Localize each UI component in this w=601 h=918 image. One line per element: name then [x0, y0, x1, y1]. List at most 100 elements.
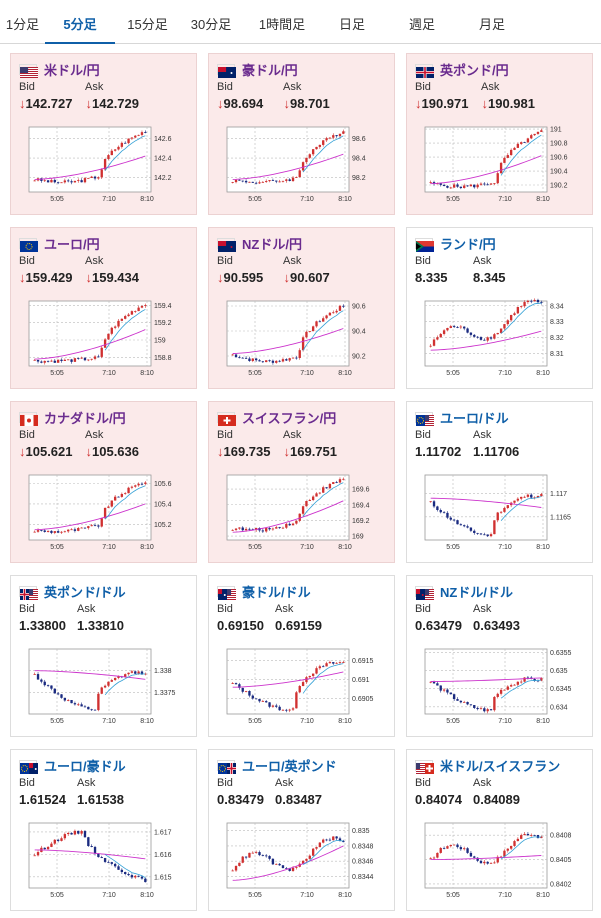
x-tick-label: 5:05 — [446, 718, 460, 725]
candle-down — [70, 181, 73, 183]
candle-down — [53, 179, 56, 183]
x-tick-label: 7:10 — [300, 892, 314, 899]
y-tick-label: 1.117 — [550, 491, 567, 498]
rate-card[interactable]: NZドル/円 Bid Ask ↓90.595 ↓90.607 90.6 90.4 90.… — [208, 227, 395, 389]
tab-monthly[interactable]: 月足 — [478, 17, 505, 32]
tab-15min[interactable]: 15分足 — [127, 17, 168, 32]
candle-down — [476, 857, 479, 861]
tab-weekly[interactable]: 週足 — [408, 17, 435, 32]
candlestick-chart[interactable]: 1.338 1.3375 5:05 7:10 8:10 — [19, 644, 187, 734]
rate-card[interactable]: 英ポンド/ドル Bid Ask 1.33800 1.33810 1.338 1.337… — [10, 575, 197, 737]
rate-card[interactable]: スイスフラン/円 Bid Ask ↓169.735 ↓169.751 169.6 16… — [208, 401, 395, 563]
candlestick-chart[interactable]: 0.835 0.8348 0.8346 0.8344 5:05 7:10 8:10 — [217, 818, 385, 908]
pair-name[interactable]: ランド/円 — [440, 237, 496, 252]
candlestick-chart[interactable]: 191 190.8 190.6 190.4 190.2 5:05 7:10 8:10 — [415, 122, 583, 212]
ask-label: Ask — [473, 603, 492, 615]
candlestick-chart[interactable]: 98.6 98.4 98.2 5:05 7:10 8:10 — [217, 122, 385, 212]
candlestick-chart[interactable]: 159.4 159.2 159 158.8 5:05 7:10 8:10 — [19, 296, 187, 386]
pair-name[interactable]: NZドル/ドル — [440, 585, 513, 600]
candle-down — [46, 685, 50, 686]
rate-card[interactable]: ユーロ/円 Bid Ask ↓159.429 ↓159.434 159.4 159.2… — [10, 227, 197, 389]
pair-name[interactable]: ユーロ/円 — [44, 237, 100, 252]
candle-down — [526, 677, 530, 679]
candle-down — [56, 531, 60, 533]
candle-down — [335, 482, 338, 483]
rate-card[interactable]: NZドル/ドル Bid Ask 0.63479 0.63493 0.6355 0.63… — [406, 575, 593, 737]
rate-card[interactable]: 豪ドル/ドル Bid Ask 0.69150 0.69159 0.6915 0.691… — [208, 575, 395, 737]
candlestick-chart[interactable]: 0.6915 0.691 0.6905 5:05 7:10 8:10 — [217, 644, 385, 734]
rate-card[interactable]: 豪ドル/円 Bid Ask ↓98.694 ↓98.701 98.6 98.4 98.2… — [208, 53, 395, 215]
rate-card[interactable]: ユーロ/豪ドル Bid Ask 1.61524 1.61538 1.617 1.616… — [10, 749, 197, 911]
rate-card[interactable]: ユーロ/英ポンド Bid Ask 0.83479 0.83487 0.835 0.83… — [208, 749, 395, 911]
ch-flag-icon — [217, 412, 236, 426]
candle-down — [530, 494, 533, 498]
pair-name[interactable]: 英ポンド/ドル — [44, 585, 126, 600]
rate-card[interactable]: 米ドル/スイスフラン Bid Ask 0.84074 0.84089 0.8408 0… — [406, 749, 593, 911]
rate-card[interactable]: カナダドル/円 Bid Ask ↓105.621 ↓105.636 105.6 105… — [10, 401, 197, 563]
rate-card[interactable]: 英ポンド/円 Bid Ask ↓190.971 ↓190.981 191 190.8 1… — [406, 53, 593, 215]
candlestick-chart[interactable]: 8.34 8.33 8.32 8.31 5:05 7:10 8:10 — [415, 296, 583, 386]
pair-name[interactable]: ユーロ/英ポンド — [242, 759, 337, 774]
tab-1min[interactable]: 1分足 — [5, 17, 40, 32]
pair-name[interactable]: ユーロ/ドル — [440, 411, 509, 426]
candle-up — [80, 831, 83, 834]
candle-up — [298, 686, 301, 693]
pair-name[interactable]: カナダドル/円 — [44, 411, 126, 426]
pair-name[interactable]: スイスフラン/円 — [242, 411, 337, 426]
y-tick-label: 1.338 — [154, 668, 172, 675]
candle-down — [530, 300, 533, 302]
candle-up — [271, 705, 275, 707]
candle-down — [36, 674, 40, 680]
candle-down — [53, 688, 56, 694]
price-values: ↓90.595 ↓90.607 — [217, 270, 330, 285]
candle-up — [318, 144, 322, 147]
candle-up — [496, 693, 499, 697]
candle-up — [483, 861, 486, 864]
candlestick-chart[interactable]: 1.617 1.616 1.615 5:05 7:10 8:10 — [19, 818, 187, 908]
candle-up — [506, 686, 509, 690]
candle-down — [342, 840, 345, 843]
candle-down — [489, 337, 493, 339]
candle-up — [275, 360, 278, 363]
price-values: ↓190.971 ↓190.981 — [415, 96, 535, 111]
short-moving-average-line — [104, 309, 146, 351]
pair-name[interactable]: 豪ドル/円 — [242, 63, 298, 78]
rate-card[interactable]: ユーロ/ドル Bid Ask 1.11702 1.11706 1.117 1.1165… — [406, 401, 593, 563]
candle-up — [231, 683, 234, 684]
candlestick-chart[interactable]: 0.8408 0.8405 0.8402 5:05 7:10 8:10 — [415, 818, 583, 908]
price-values: ↓98.694 ↓98.701 — [217, 96, 330, 111]
candle-down — [452, 326, 456, 328]
y-tick-label: 0.6345 — [550, 686, 572, 693]
moving-average-line — [34, 670, 146, 680]
short-moving-average-line — [104, 673, 146, 696]
candlestick-chart[interactable]: 105.6 105.4 105.2 5:05 7:10 8:10 — [19, 470, 187, 560]
pair-name[interactable]: NZドル/円 — [242, 237, 302, 252]
pair-name[interactable]: 英ポンド/円 — [440, 63, 509, 78]
candle-up — [308, 855, 311, 859]
rate-card[interactable]: ランド/円 Bid Ask 8.335 8.345 8.34 8.33 8.32 8.31… — [406, 227, 593, 389]
candlestick-chart[interactable]: 1.117 1.1165 5:05 7:10 8:10 — [415, 470, 583, 560]
pair-name[interactable]: ユーロ/豪ドル — [44, 759, 126, 774]
candle-down — [261, 530, 265, 532]
tab-1hour[interactable]: 1時間足 — [258, 17, 306, 32]
pair-name[interactable]: 米ドル/スイスフラン — [440, 759, 561, 774]
tab-5min[interactable]: 5分足 — [45, 0, 115, 44]
pair-name[interactable]: 豪ドル/ドル — [242, 585, 311, 600]
candle-up — [503, 324, 506, 329]
candle-up — [540, 494, 543, 496]
candlestick-chart[interactable]: 0.6355 0.635 0.6345 0.634 5:05 7:10 8:10 — [415, 644, 583, 734]
candle-down — [90, 709, 93, 711]
candle-up — [33, 674, 36, 675]
pair-name[interactable]: 米ドル/円 — [44, 63, 100, 78]
plot-area — [28, 822, 152, 889]
candlestick-chart[interactable]: 169.6 169.4 169.2 169 5:05 7:10 8:10 — [217, 470, 385, 560]
tab-daily[interactable]: 日足 — [338, 17, 365, 32]
y-tick-label: 105.4 — [154, 501, 172, 508]
candlestick-chart[interactable]: 142.6 142.4 142.2 5:05 7:10 8:10 — [19, 122, 187, 212]
plot-area — [226, 648, 350, 715]
candle-up — [56, 359, 60, 363]
tab-30min[interactable]: 30分足 — [190, 17, 232, 32]
candlestick-chart[interactable]: 90.6 90.4 90.2 5:05 7:10 8:10 — [217, 296, 385, 386]
candle-up — [429, 345, 432, 347]
rate-card[interactable]: 米ドル/円 Bid Ask ↓142.727 ↓142.729 142.6 142.4… — [10, 53, 197, 215]
